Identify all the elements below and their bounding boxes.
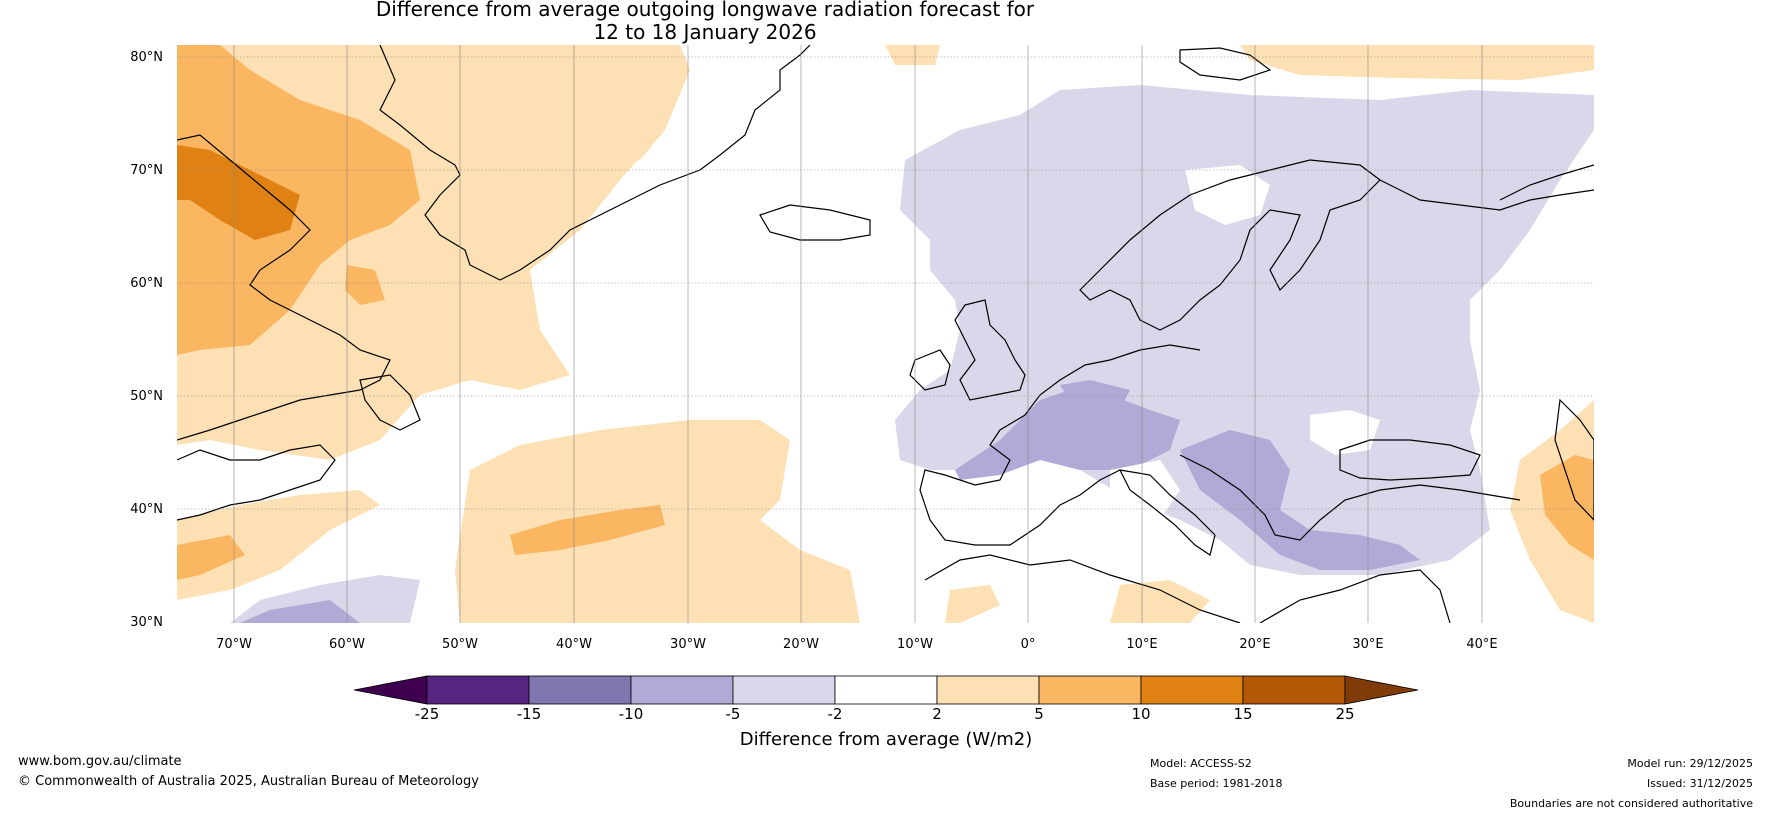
lon-label: 30°E [1352, 637, 1383, 652]
anomaly-region-positive-2-5-d [177, 490, 380, 600]
coastline-black-sea [1339, 439, 1481, 481]
anomaly-region-neutral-hole-b [1110, 460, 1180, 520]
colorbar-ticks: -25 -15 -10 -5 -2 2 5 10 15 25 [415, 705, 1355, 723]
coastline-greenland [379, 45, 811, 281]
anomaly-region-positive-2-5-g [1240, 45, 1594, 80]
anomaly-region-negative-5-10-c [1060, 380, 1130, 410]
colorbar-extend-low [353, 675, 428, 705]
lat-label: 40°N [130, 502, 163, 517]
footer-base-period: Base period: 1981-2018 [1150, 777, 1283, 790]
coastline-north-russia [1379, 179, 1594, 211]
colorbar-bin-2-5 [936, 675, 1040, 705]
anomaly-field [177, 45, 1594, 623]
coastline-levant [1259, 569, 1451, 623]
latitude-labels: 80°N 70°N 60°N 50°N 40°N 30°N [130, 50, 163, 630]
coastline-iceland [759, 204, 871, 241]
colorbar-bin-5-10 [1038, 675, 1142, 705]
coastline-western-europe [919, 344, 1201, 546]
colorbar-tick-label: -25 [415, 705, 440, 723]
colorbar-tick-label: 10 [1131, 705, 1150, 723]
lon-label: 50°W [442, 637, 478, 652]
footer-model-run: Model run: 29/12/2025 [1627, 757, 1753, 770]
coastline-caspian [1554, 398, 1594, 521]
lon-label: 30°W [670, 637, 706, 652]
lon-label: 20°W [783, 637, 819, 652]
colorbar-extend-high [1344, 675, 1419, 705]
footer-copyright: © Commonwealth of Australia 2025, Austra… [18, 774, 479, 789]
colorbar-bin-neg5-neg2 [732, 675, 836, 705]
lat-label: 30°N [130, 615, 163, 630]
coastlines [177, 45, 1594, 623]
longitude-labels: 70°W 60°W 50°W 40°W 30°W 20°W 10°W 0° 10… [216, 637, 1498, 652]
anomaly-region-neutral-hole [1310, 410, 1380, 455]
lon-label: 40°W [556, 637, 592, 652]
lat-label: 80°N [130, 50, 163, 65]
footer-disclaimer: Boundaries are not considered authoritat… [1509, 797, 1753, 810]
lat-label: 60°N [130, 276, 163, 291]
anomaly-region-neutral-hole-c [1185, 165, 1270, 225]
colorbar-bin-neg10-neg5 [630, 675, 734, 705]
coastline-italy [1118, 469, 1216, 556]
anomaly-region-negative-5-10 [955, 390, 1180, 480]
colorbar-tick-label: 5 [1034, 705, 1044, 723]
lon-label: 0° [1021, 637, 1036, 652]
colorbar-bin-15-25 [1242, 675, 1346, 705]
lat-label: 70°N [130, 163, 163, 178]
colorbar-tick-label: 2 [932, 705, 942, 723]
lon-label: 40°E [1466, 637, 1497, 652]
colorbar [353, 675, 1419, 705]
anomaly-region-positive-5-10-i [1540, 455, 1594, 560]
anomaly-region-negative-5-10-b [1180, 430, 1420, 570]
coastline-ireland [909, 349, 951, 391]
colorbar-bin-neg2-2 [834, 675, 938, 705]
graticule [177, 56, 1594, 510]
coastline-north-africa [924, 554, 1241, 623]
lon-label: 10°W [897, 637, 933, 652]
coastline-canada-east [177, 444, 336, 521]
colorbar-tick-label: -2 [828, 705, 843, 723]
coastline-balkans [1179, 454, 1521, 541]
anomaly-region-positive-2-5-b [490, 45, 690, 175]
title-line-2: 12 to 18 January 2026 [593, 20, 817, 44]
anomaly-region-positive-5-10-d [177, 535, 245, 580]
colorbar-tick-label: -15 [517, 705, 542, 723]
colorbar-tick-label: 15 [1233, 705, 1252, 723]
anomaly-region-negative-5-10-sw [240, 600, 360, 623]
colorbar-label: Difference from average (W/m2) [740, 729, 1032, 750]
graticule-meridians [233, 45, 1483, 623]
lon-label: 20°E [1239, 637, 1270, 652]
coastline-scandinavia [1079, 159, 1381, 331]
coastline-canada [177, 134, 391, 441]
footer-website[interactable]: www.bom.gov.au/climate [18, 754, 182, 769]
colorbar-tick-label: -10 [619, 705, 644, 723]
anomaly-region-positive-10-15 [177, 145, 300, 240]
lon-label: 70°W [216, 637, 252, 652]
colorbar-bin-neg25-neg15 [426, 675, 530, 705]
colorbar-bin-neg15-neg10 [528, 675, 632, 705]
lon-label: 60°W [329, 637, 365, 652]
lat-label: 50°N [130, 389, 163, 404]
lon-label: 10°E [1126, 637, 1157, 652]
coastline-great-britain [954, 299, 1026, 401]
footer-issued: Issued: 31/12/2025 [1646, 777, 1753, 790]
coastline-newfoundland [359, 374, 421, 431]
anomaly-region-positive-5-10-c [510, 505, 665, 555]
anomaly-region-positive-2-5-f [1110, 580, 1210, 623]
map-title: Difference from average outgoing longwav… [0, 0, 1410, 44]
anomaly-region-positive-2-5-h [885, 45, 940, 65]
colorbar-tick-label: 25 [1335, 705, 1354, 723]
anomaly-region-positive-2-5-e [945, 585, 1000, 623]
colorbar-tick-label: -5 [726, 705, 741, 723]
anomaly-region-positive-5-10-b [345, 265, 385, 305]
colorbar-bin-10-15 [1140, 675, 1244, 705]
footer-model: Model: ACCESS-S2 [1150, 757, 1252, 770]
title-line-1: Difference from average outgoing longwav… [375, 0, 1035, 21]
